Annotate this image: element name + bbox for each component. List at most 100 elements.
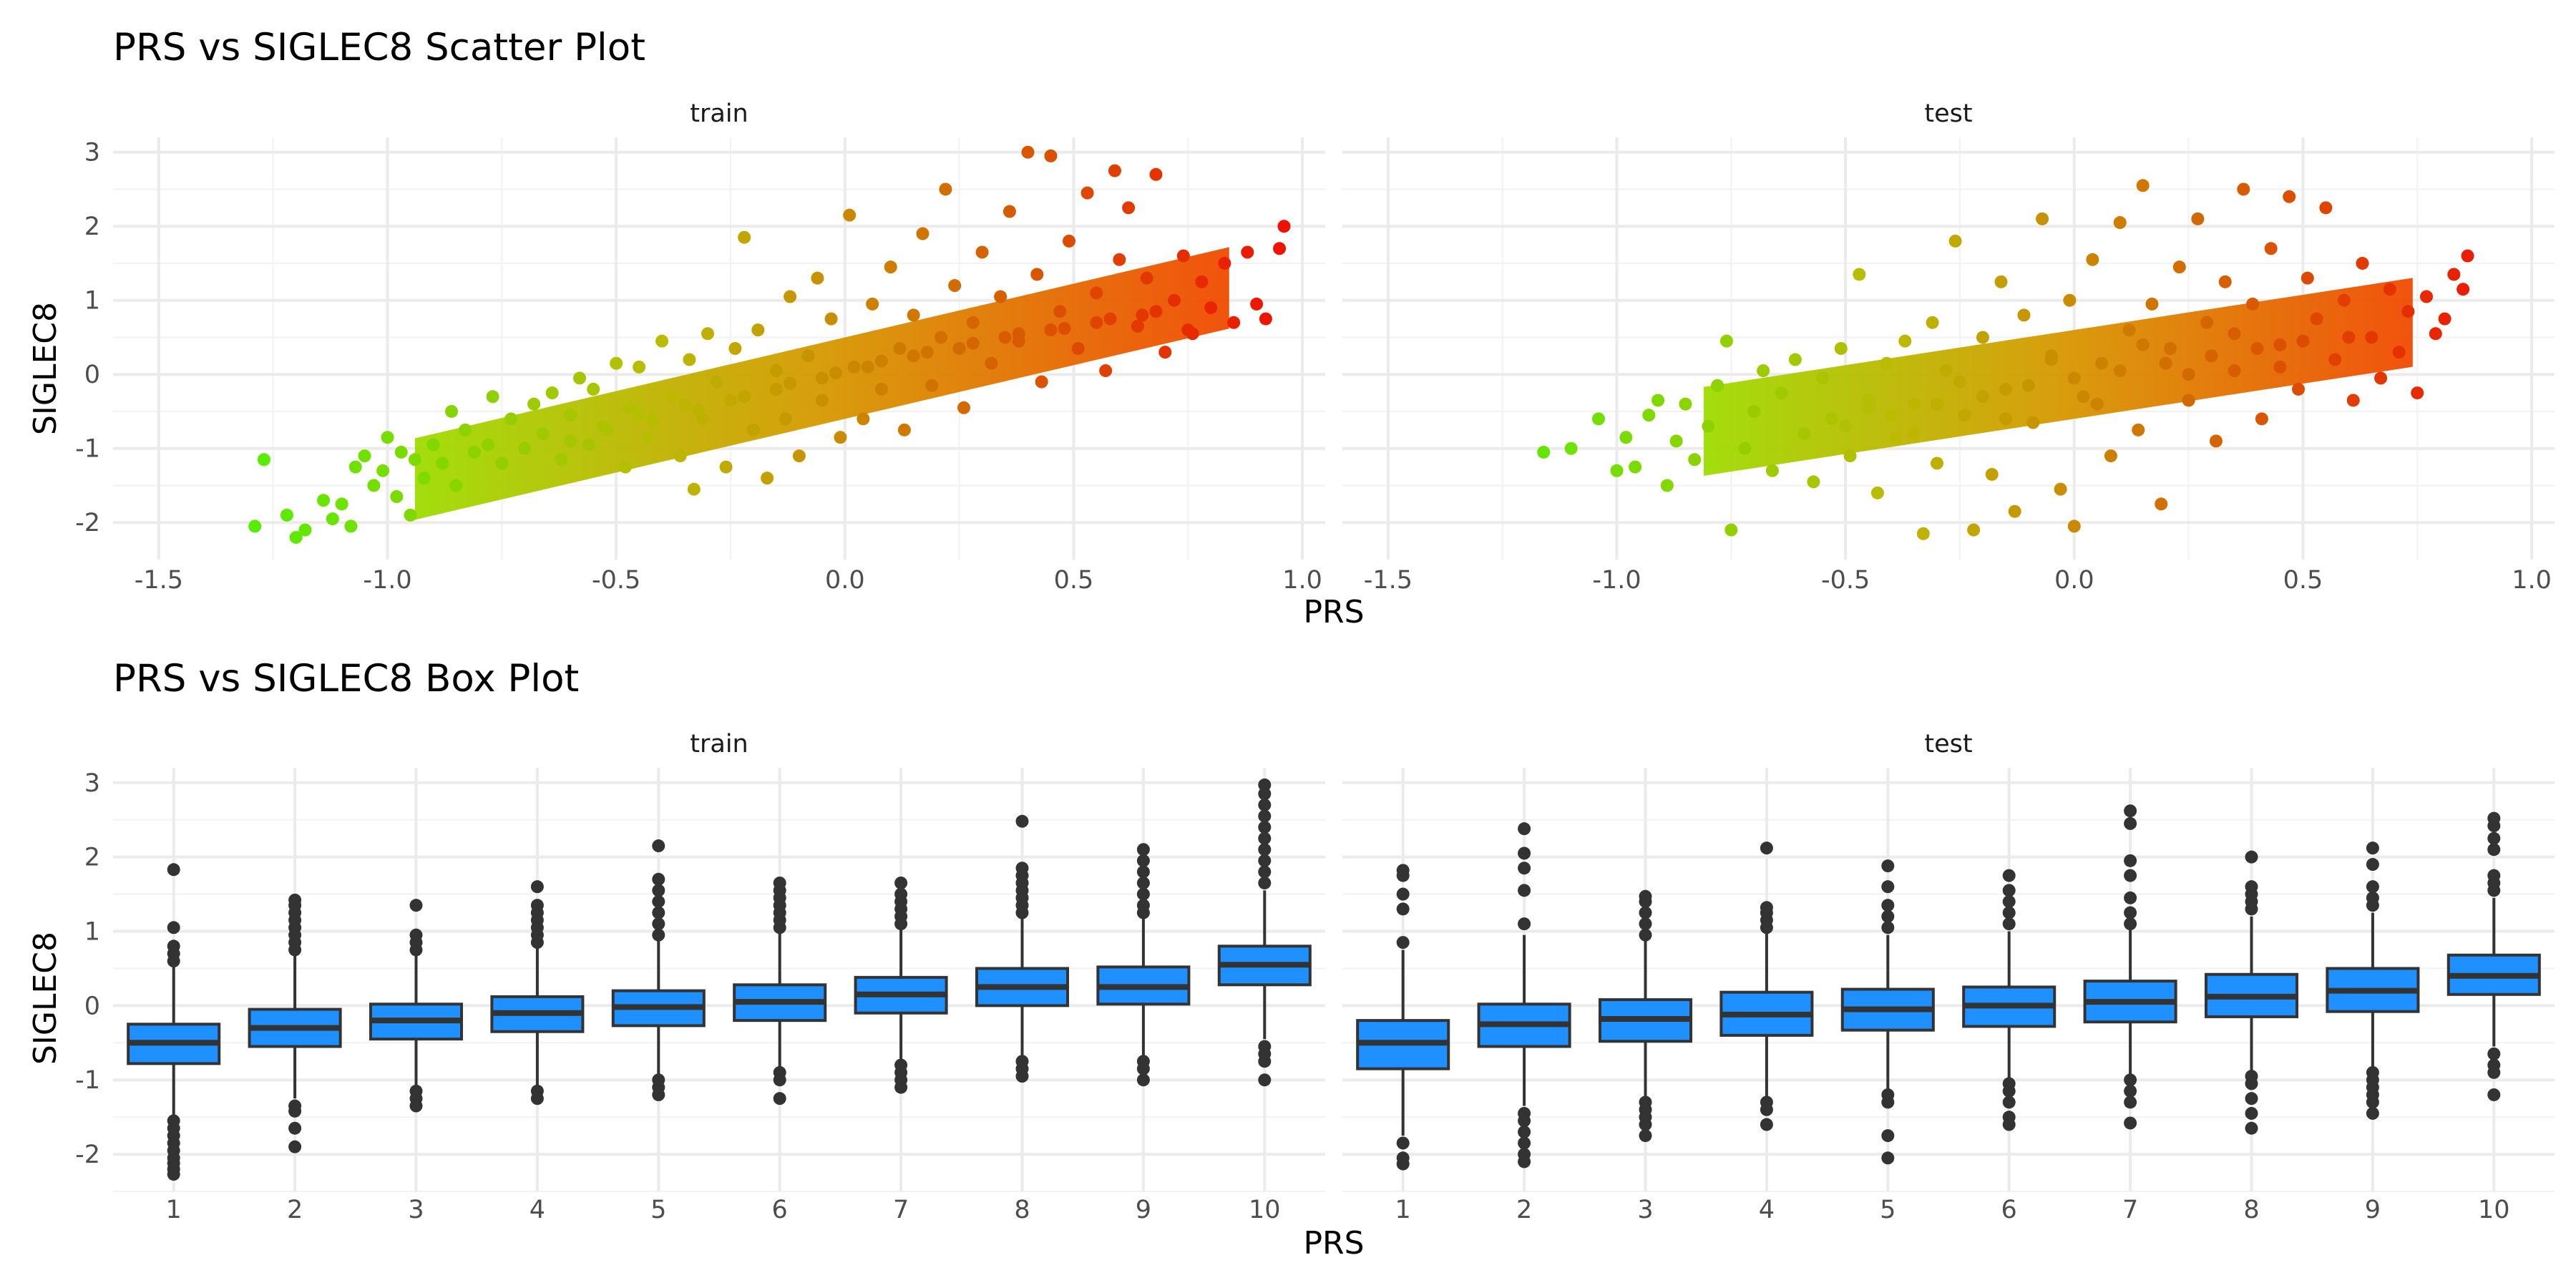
box-outlier xyxy=(288,893,302,907)
x-tick-label: 9 xyxy=(1136,1196,1151,1224)
x-tick-label: 0.0 xyxy=(825,566,865,595)
y-tick-label: -1 xyxy=(75,435,100,464)
scatter-point xyxy=(1931,397,1944,411)
scatter-point xyxy=(948,279,962,293)
x-tick-label: -1.5 xyxy=(135,566,183,595)
box-outlier xyxy=(409,1099,423,1113)
box-outlier xyxy=(1881,880,1895,894)
scatter-point xyxy=(728,342,742,355)
scatter-point xyxy=(633,360,646,374)
box-plot-title: PRS vs SIGLEC8 Box Plot xyxy=(113,657,579,701)
scatter-point xyxy=(2090,397,2104,411)
scatter-point xyxy=(1669,434,1683,448)
scatter-point xyxy=(2113,216,2127,230)
x-tick-label: 0.0 xyxy=(2054,566,2094,595)
box-outlier xyxy=(2487,1047,2501,1060)
scatter-point xyxy=(1058,322,1071,336)
scatter-point xyxy=(2063,293,2077,307)
scatter-point xyxy=(408,453,421,467)
scatter-point xyxy=(2283,190,2296,203)
box-outlier xyxy=(1258,787,1272,801)
box-outlier xyxy=(1396,936,1410,950)
scatter-point xyxy=(811,271,824,285)
scatter-point xyxy=(633,409,646,422)
x-tick-label: 7 xyxy=(2122,1196,2138,1224)
scatter-point xyxy=(2113,364,2127,378)
scatter-point xyxy=(358,449,371,463)
scatter-point xyxy=(2021,379,2035,392)
scatter-point xyxy=(2301,271,2314,285)
box-outlier xyxy=(167,863,180,877)
scatter-point xyxy=(738,390,751,404)
box-outlier xyxy=(1258,809,1272,823)
box-outlier xyxy=(1881,909,1895,923)
box-outlier xyxy=(530,1092,544,1106)
strip-label-train: train xyxy=(690,99,748,128)
y-tick-label: -2 xyxy=(75,1141,100,1169)
scatter-point xyxy=(582,438,595,452)
scatter-point xyxy=(1738,441,1752,455)
box-outlier xyxy=(1760,901,1773,914)
box-y-axis-title: SIGLEC8 xyxy=(27,932,64,1065)
box-outlier xyxy=(1258,854,1272,867)
scatter-point xyxy=(1765,464,1779,477)
box-outlier xyxy=(1136,854,1150,867)
scatter-point xyxy=(1250,297,1264,311)
scatter-point xyxy=(1788,353,1802,366)
scatter-point xyxy=(1797,427,1811,441)
scatter-point xyxy=(1702,419,1715,433)
scatter-point xyxy=(1099,364,1113,378)
box-outlier xyxy=(1258,831,1272,845)
box-outlier xyxy=(894,1080,908,1094)
box-outlier xyxy=(409,899,423,912)
scatter-point xyxy=(1885,409,1898,422)
box-outlier xyxy=(1396,1157,1410,1171)
scatter-point xyxy=(985,356,998,370)
scatter-point xyxy=(857,412,870,426)
box-outlier xyxy=(1258,798,1272,811)
box-outlier xyxy=(288,1140,302,1153)
box-outlier xyxy=(167,921,180,935)
box-outlier xyxy=(2487,869,2501,882)
scatter-point xyxy=(2255,412,2268,426)
scatter-point xyxy=(2067,371,2081,385)
scatter-point xyxy=(1044,323,1058,337)
x-tick-label: -1.5 xyxy=(1364,566,1413,595)
box-outlier xyxy=(2245,880,2258,894)
box-outlier xyxy=(2487,843,2501,857)
box-outlier xyxy=(1258,1055,1272,1068)
scatter-point xyxy=(746,423,760,436)
scatter-point xyxy=(884,260,897,274)
box-outlier xyxy=(2002,917,2016,931)
scatter-point xyxy=(1181,323,1195,337)
scatter-point xyxy=(1953,375,1966,389)
box-outlier xyxy=(1639,928,1652,942)
scatter-point xyxy=(317,494,331,507)
strip-label-train-box: train xyxy=(690,730,748,758)
y-tick-label: 3 xyxy=(84,769,100,798)
scatter-point xyxy=(843,208,857,222)
scatter-point xyxy=(449,479,463,492)
scatter-point xyxy=(1642,409,1656,422)
scatter-point xyxy=(2122,323,2136,337)
box-outlier xyxy=(652,884,665,897)
scatter-point xyxy=(1999,382,2012,396)
box-outlier xyxy=(1396,902,1410,916)
scatter-point xyxy=(2086,253,2099,266)
scatter-point xyxy=(2374,371,2388,385)
box-outlier xyxy=(1015,814,1029,828)
scatter-point xyxy=(975,245,989,259)
box-outlier xyxy=(1881,1129,1895,1143)
scatter-point xyxy=(1660,479,1674,492)
box-outlier xyxy=(1639,906,1652,919)
scatter-point xyxy=(646,414,660,427)
scatter-point xyxy=(920,346,934,359)
scatter-point xyxy=(792,449,806,463)
scatter-point xyxy=(2346,394,2360,407)
scatter-point xyxy=(1985,467,1999,481)
box-outlier xyxy=(2124,917,2137,931)
box-outlier xyxy=(2002,1096,2016,1109)
scatter-point xyxy=(1273,242,1287,255)
scatter-point xyxy=(784,290,797,303)
scatter-point xyxy=(1747,404,1761,418)
